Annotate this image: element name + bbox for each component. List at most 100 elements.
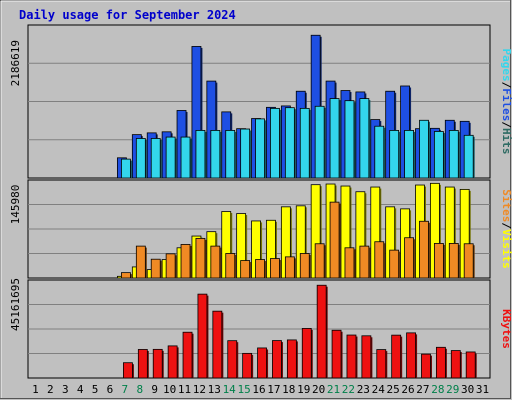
panel-bottom: 45161695 KBytes [9,278,512,379]
legend-top: Pages/Files/Hits [500,49,512,155]
x-tick-label: 18 [282,383,295,396]
x-tick-label: 29 [446,383,459,396]
legend-item-files: Files [500,88,512,121]
bar-kbytes [301,328,312,379]
bar-pages [329,98,340,179]
x-tick-label: 13 [208,383,221,396]
bar-sites [270,258,280,279]
y-axis-tick-label: 45161695 [9,278,22,331]
bar-sites [419,220,429,279]
bar-kbytes [257,347,267,379]
x-tick-label: 28 [431,383,444,396]
bar-kbytes [331,329,342,379]
bar-pages [374,125,385,179]
legend-item-hits: Hits [500,128,512,155]
bar-kbytes [152,348,163,379]
x-tick-label: 1 [32,383,39,396]
bar-sites [121,272,131,279]
bar-pages [314,105,325,179]
bar-sites [329,201,340,279]
bar-kbytes [361,335,372,379]
bar-sites [255,259,265,279]
bar-sites [404,237,414,279]
bar-kbytes [227,340,238,379]
legend-separator: / [500,121,512,128]
legend-item-visits: Visits [500,229,512,269]
bar-kbytes [212,310,223,379]
x-tick-label: 10 [163,383,176,396]
legend-item-kbytes: KBytes [500,309,512,349]
bar-pages [195,130,206,179]
x-tick-label: 12 [193,383,206,396]
bar-pages [299,107,310,179]
bar-pages [463,134,474,179]
bar-pages [433,131,444,179]
bar-sites [135,245,146,279]
bar-sites [210,245,221,279]
bar-kbytes [242,352,253,379]
bar-pages [284,107,295,179]
bar-kbytes [286,339,297,379]
y-axis-tick-label: 2186619 [9,40,22,86]
bar-kbytes [376,349,387,379]
bar-kbytes [167,345,178,379]
x-tick-label: 26 [401,383,414,396]
bar-kbytes [406,332,416,379]
bar-pages [389,130,400,179]
legend-separator: / [500,82,512,89]
bar-sites [165,253,176,279]
bar-sites [225,253,236,279]
x-tick-label: 3 [62,383,69,396]
bar-sites [448,243,459,279]
x-tick-label: 2 [47,383,54,396]
panel-middle: 145980 Sites/Visits [9,179,512,279]
x-tick-label: 9 [151,383,158,396]
bar-sites [344,247,355,279]
bar-pages [225,130,236,179]
bar-kbytes [272,340,282,379]
bar-kbytes [346,334,357,379]
x-tick-label: 14 [223,383,237,396]
x-tick-label: 7 [122,383,129,396]
bar-pages [135,138,146,179]
bar-pages [165,136,176,179]
bar-sites [195,237,206,279]
bar-pages [404,130,414,179]
bar-sites [299,253,310,279]
x-tick-label: 23 [357,383,370,396]
bar-pages [419,119,429,179]
bar-sites [284,256,295,279]
x-tick-label: 25 [387,383,400,396]
bar-kbytes [182,331,193,379]
bar-pages [240,128,251,179]
x-tick-label: 24 [372,383,386,396]
x-tick-label: 6 [107,383,114,396]
x-axis-labels: 1 2 3 4 5 6 7 8 9 10 11 12 13 14 15 16 17 18 19 20 21 22 23 24 2… [32,383,489,396]
bar-sites [180,244,191,279]
bar-pages [255,118,265,179]
x-tick-label: 17 [267,383,280,396]
bar-pages [270,107,280,179]
x-tick-label: 21 [327,383,340,396]
x-tick-label: 11 [178,383,191,396]
x-tick-label: 4 [77,383,84,396]
legend-item-sites: Sites [500,189,512,222]
y-axis-tick-label: 145980 [9,185,22,225]
bar-sites [374,241,385,279]
x-tick-label: 27 [416,383,429,396]
x-tick-label: 19 [297,383,310,396]
bar-kbytes [465,351,476,379]
x-tick-label: 30 [461,383,474,396]
bar-pages [359,98,370,179]
x-tick-label: 8 [136,383,143,396]
bar-kbytes [316,284,327,379]
bar-pages [180,136,191,179]
bar-pages [121,158,131,179]
x-tick-label: 31 [476,383,489,396]
bar-kbytes [391,334,402,379]
x-tick-label: 16 [252,383,265,396]
bar-pages [210,130,221,179]
bar-sites [150,258,161,279]
legend-middle: Sites/Visits [500,189,512,269]
